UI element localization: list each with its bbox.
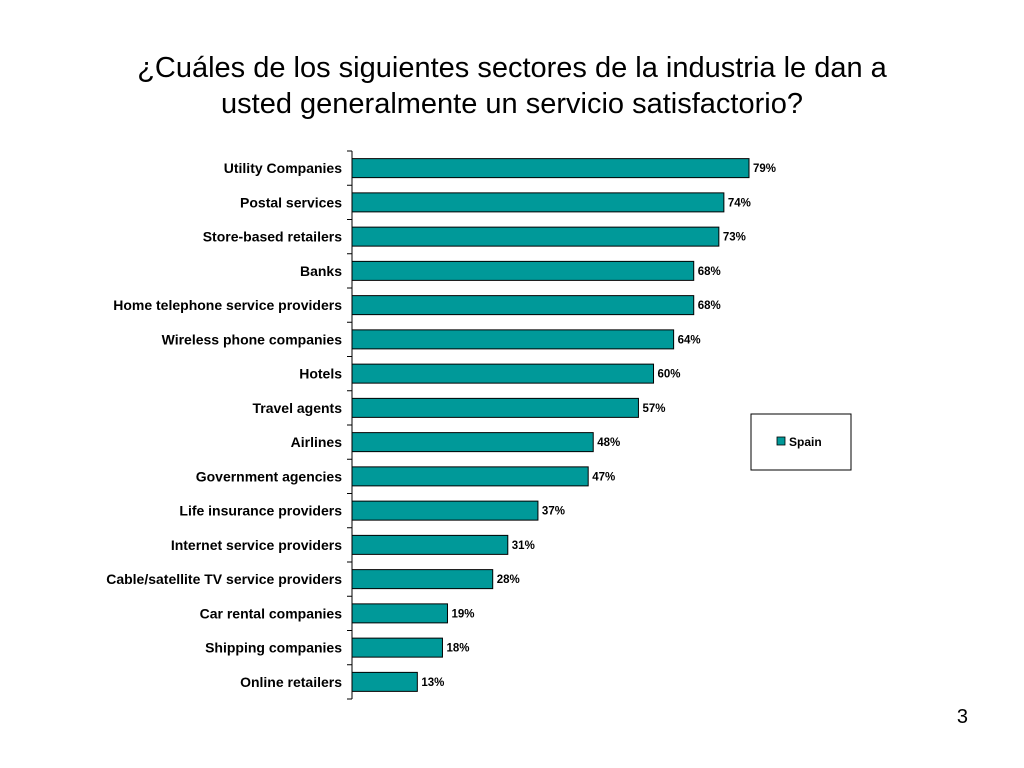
bar — [351, 603, 448, 624]
bar — [351, 397, 639, 418]
category-label: Banks — [300, 263, 342, 279]
value-label: 28% — [497, 574, 520, 586]
bar — [351, 260, 695, 281]
bar — [351, 432, 594, 453]
value-label: 68% — [698, 266, 721, 278]
category-label: Car rental companies — [200, 605, 343, 621]
category-label: Life insurance providers — [179, 503, 342, 519]
bar — [351, 295, 695, 316]
value-label: 73% — [723, 232, 746, 244]
legend-box — [750, 413, 852, 471]
category-label: Travel agents — [253, 400, 343, 416]
category-label: Hotels — [299, 366, 342, 382]
value-label: 19% — [451, 608, 474, 620]
value-label: 48% — [597, 437, 620, 449]
bar — [351, 363, 655, 384]
category-label: Wireless phone companies — [162, 331, 343, 347]
bar — [351, 226, 720, 247]
value-label: 31% — [512, 540, 535, 552]
category-label: Home telephone service providers — [113, 297, 342, 313]
bar — [351, 500, 539, 521]
value-label: 60% — [658, 369, 681, 381]
value-label: 74% — [728, 197, 751, 209]
category-label: Airlines — [291, 434, 343, 450]
category-label: Online retailers — [240, 674, 342, 690]
bar — [351, 569, 494, 590]
title-line-2: usted generalmente un servicio satisfact… — [221, 88, 803, 120]
value-label: 13% — [421, 677, 444, 689]
value-label: 79% — [753, 163, 776, 175]
legend-swatch — [776, 436, 786, 446]
category-label: Store-based retailers — [203, 229, 342, 245]
category-label: Government agencies — [196, 468, 342, 484]
page-number: 3 — [956, 706, 968, 728]
bar — [351, 534, 509, 555]
title-line-1: ¿Cuáles de los siguientes sectores de la… — [137, 52, 887, 84]
category-label: Postal services — [240, 194, 342, 210]
bar — [351, 466, 589, 487]
value-label: 37% — [542, 506, 565, 518]
value-label: 64% — [678, 334, 701, 346]
bar — [351, 192, 725, 213]
bar — [351, 637, 443, 658]
value-label: 57% — [642, 403, 665, 415]
value-label: 47% — [592, 471, 615, 483]
slide-title: ¿Cuáles de los siguientes sectores de la… — [30, 50, 994, 122]
legend: Spain — [750, 413, 852, 471]
bar — [351, 671, 418, 692]
category-label: Utility Companies — [224, 160, 342, 176]
category-label: Cable/satellite TV service providers — [106, 571, 342, 587]
category-label: Shipping companies — [205, 640, 342, 656]
bar — [351, 329, 675, 350]
value-label: 68% — [698, 300, 721, 312]
value-label: 18% — [446, 643, 469, 655]
legend-label: Spain — [789, 435, 822, 449]
bar — [351, 158, 750, 179]
category-label: Internet service providers — [171, 537, 342, 553]
